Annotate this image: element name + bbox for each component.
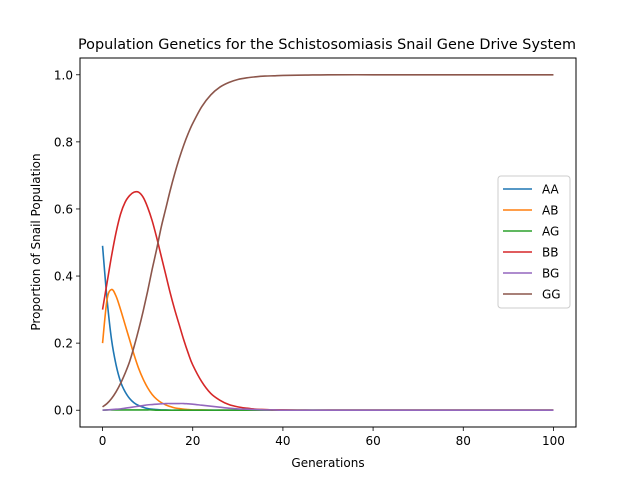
legend-label: BG	[542, 267, 559, 281]
legend-item-bg: BG	[503, 267, 559, 281]
legend-label: AB	[542, 204, 558, 218]
legend-box	[497, 175, 571, 309]
x-axis-label: Generations	[291, 456, 364, 470]
series-line-bg	[102, 402, 554, 412]
y-tick-label: 1.0	[54, 68, 73, 82]
legend-item-ag: AG	[503, 225, 559, 239]
series-line-aa	[101, 245, 554, 412]
y-axis: 0.0 0.2 0.4 0.6 0.8 1.0	[54, 68, 80, 418]
legend: AA AB AG BB BG GG	[497, 175, 571, 309]
x-tick-label: 100	[542, 434, 565, 448]
x-tick-label: 60	[365, 434, 380, 448]
y-tick-label: 0.8	[54, 135, 73, 149]
legend-item-ab: AB	[503, 204, 558, 218]
legend-label: BB	[542, 246, 558, 260]
legend-item-gg: GG	[503, 288, 561, 302]
y-tick-label: 0.4	[54, 270, 73, 284]
y-tick-label: 0.2	[54, 337, 73, 351]
series-line-bb	[101, 190, 554, 412]
x-tick-label: 40	[275, 434, 290, 448]
x-axis: 0 20 40 60 80 100	[99, 427, 565, 448]
y-tick-label: 0.6	[54, 202, 73, 216]
legend-label: AG	[542, 225, 559, 239]
chart-title: Population Genetics for the Schistosomia…	[78, 37, 576, 53]
legend-item-bb: BB	[503, 246, 558, 260]
legend-label: AA	[542, 183, 560, 197]
x-tick-label: 80	[456, 434, 471, 448]
x-tick-label: 0	[99, 434, 107, 448]
series-line-ab	[101, 288, 554, 412]
legend-label: GG	[542, 288, 561, 302]
legend-item-aa: AA	[503, 183, 560, 197]
plot-frame	[79, 57, 577, 428]
y-tick-label: 0.0	[54, 404, 73, 418]
plot-area	[101, 73, 554, 412]
y-axis-label: Proportion of Snail Population	[29, 153, 43, 330]
series-line-gg	[102, 73, 554, 408]
x-tick-label: 20	[185, 434, 200, 448]
